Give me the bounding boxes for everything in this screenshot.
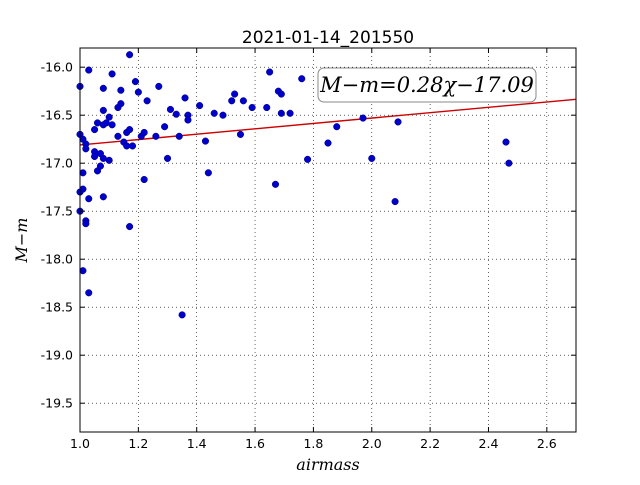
x-tick-label: 2.4 <box>479 436 499 451</box>
x-axis-label: airmass <box>296 455 359 474</box>
x-tick-label: 1.6 <box>245 436 265 451</box>
data-point <box>196 102 204 110</box>
x-tick-label: 2.2 <box>420 436 440 451</box>
data-point <box>126 126 134 134</box>
data-point <box>131 78 139 86</box>
y-tick-label: -17.0 <box>41 156 73 171</box>
data-point <box>117 86 125 94</box>
y-tick-label: -16.0 <box>41 60 73 75</box>
data-point <box>79 169 87 177</box>
data-point <box>79 185 87 193</box>
data-point <box>204 169 212 177</box>
data-point <box>152 132 160 140</box>
data-point <box>228 97 236 105</box>
data-point <box>99 193 107 201</box>
data-point <box>126 223 134 231</box>
data-points <box>76 51 513 319</box>
data-point <box>502 138 510 146</box>
plot-area <box>80 48 576 432</box>
fit-line <box>79 98 577 146</box>
data-point <box>505 159 513 167</box>
data-point <box>394 118 402 126</box>
data-point <box>333 123 341 131</box>
y-tick-label: -19.5 <box>41 396 73 411</box>
data-point <box>184 116 192 124</box>
data-point <box>85 289 93 297</box>
data-point <box>271 180 280 188</box>
data-point <box>178 311 186 319</box>
data-point <box>277 90 285 98</box>
grid-lines <box>79 48 576 432</box>
data-point <box>236 130 245 138</box>
data-point <box>85 195 93 203</box>
data-point <box>286 109 294 117</box>
plot-frame <box>79 47 577 433</box>
data-point <box>163 154 172 162</box>
data-point <box>114 132 122 140</box>
data-point <box>79 267 87 275</box>
x-tick-label: 2.0 <box>362 436 382 451</box>
y-tick-label: -17.5 <box>41 204 73 219</box>
data-point <box>391 198 399 206</box>
y-ticks: -16.0 -16.5 -17.0 -17.5 -18.0 -18.5 -19.0 -19.5 <box>41 60 576 411</box>
data-point <box>126 51 134 59</box>
data-point <box>143 97 151 105</box>
data-point <box>277 109 285 117</box>
x-tick-label: 1.8 <box>303 436 323 451</box>
data-point <box>359 114 367 122</box>
data-point <box>117 100 125 108</box>
data-point <box>99 106 107 114</box>
chart-title: 2021-01-14_201550 <box>242 28 414 48</box>
data-point <box>324 139 332 147</box>
y-tick-label: -16.5 <box>41 108 73 123</box>
data-point <box>85 66 93 74</box>
data-point <box>128 142 137 150</box>
data-point <box>166 105 174 113</box>
data-point <box>91 126 99 134</box>
x-tick-label: 1.0 <box>70 436 90 451</box>
data-point <box>239 97 247 105</box>
data-point <box>140 128 148 137</box>
y-tick-label: -18.5 <box>41 300 73 315</box>
data-point <box>210 109 218 117</box>
data-point <box>298 75 306 83</box>
data-point <box>266 68 274 76</box>
x-tick-label: 1.4 <box>187 436 207 451</box>
fit-label-box <box>317 67 537 103</box>
data-point <box>248 103 256 112</box>
y-tick-label: -19.0 <box>41 348 73 363</box>
x-tick-label: 2.6 <box>537 436 557 451</box>
data-point <box>105 113 113 121</box>
data-point <box>82 220 90 228</box>
x-ticks: 1.0 1.2 1.4 1.6 1.8 2.0 2.2 2.4 2.6 <box>70 48 557 451</box>
data-point <box>175 132 183 140</box>
data-point <box>304 155 312 163</box>
data-point <box>96 162 104 170</box>
data-point <box>219 111 227 119</box>
y-axis-label: M−m <box>12 218 31 264</box>
data-point <box>134 88 142 96</box>
data-point <box>155 82 163 90</box>
fit-label: M−m=0.28χ−17.09 <box>319 73 534 97</box>
data-point <box>263 103 271 112</box>
data-point <box>201 137 210 145</box>
data-point <box>140 175 148 184</box>
data-point <box>82 145 90 153</box>
data-point <box>108 70 116 78</box>
data-point <box>181 94 189 102</box>
data-point <box>368 154 376 162</box>
data-point <box>99 84 107 92</box>
data-point <box>161 123 169 131</box>
data-point <box>231 90 239 98</box>
data-point <box>172 110 180 118</box>
y-tick-label: -18.0 <box>41 252 73 267</box>
x-tick-label: 1.2 <box>128 436 148 451</box>
data-point <box>105 156 113 164</box>
data-point <box>108 121 116 129</box>
data-point <box>91 152 99 161</box>
